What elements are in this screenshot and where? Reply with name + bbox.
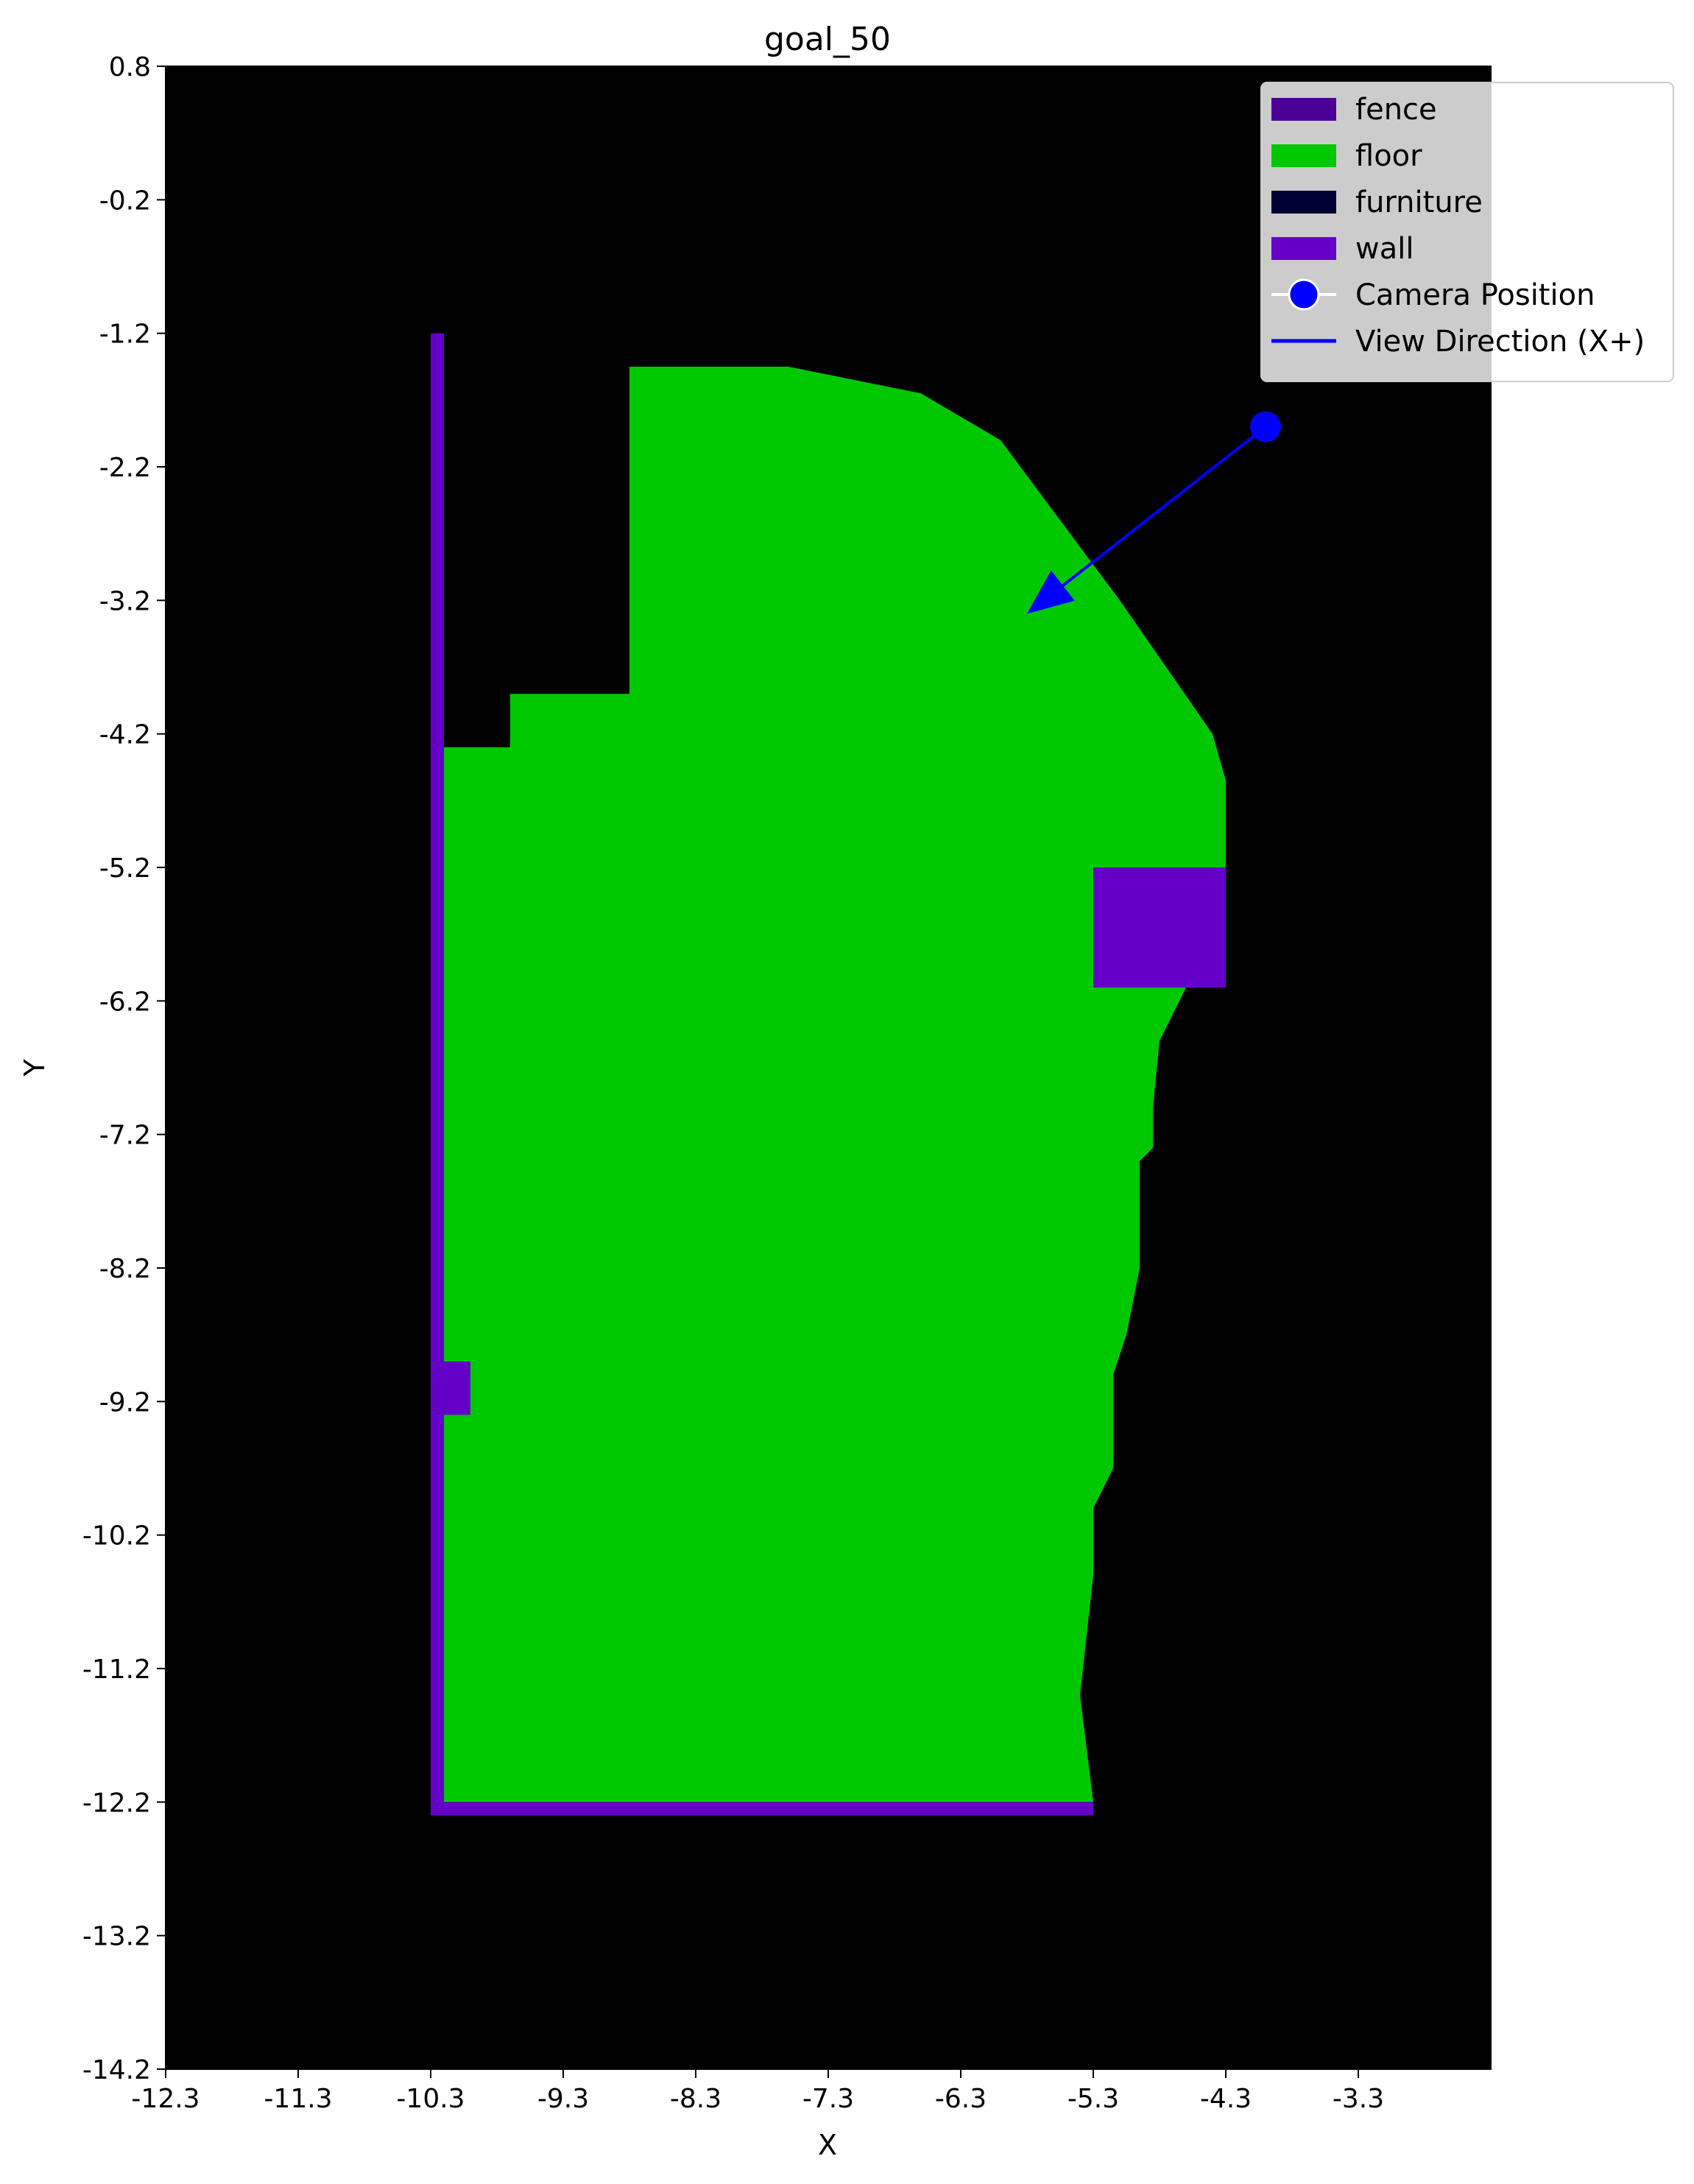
- legend-item: fence: [1271, 93, 1437, 127]
- y-tick-label: -8.2: [99, 1254, 151, 1284]
- x-tick-label: -7.3: [802, 2084, 854, 2114]
- x-tick-label: -4.3: [1200, 2084, 1252, 2114]
- legend-item: View Direction (X+): [1271, 325, 1645, 359]
- y-tick-label: -9.2: [99, 1387, 151, 1417]
- x-tick-label: -11.3: [264, 2084, 332, 2114]
- x-tick-label: -10.3: [396, 2084, 465, 2114]
- legend-label: Camera Position: [1355, 278, 1595, 312]
- legend-swatch: [1271, 191, 1336, 214]
- y-tick-label: -3.2: [99, 586, 151, 616]
- y-tick-label: 0.8: [109, 52, 151, 82]
- legend: fence floor furniture wall Camera Position Vi…: [1260, 82, 1674, 382]
- y-axis: 0.8 -0.2 -1.2 -2.2 -3.2 -4.2 -5.2 -6.2 -7.2 -8.2 -…: [82, 52, 166, 2085]
- x-tick-label: -6.3: [935, 2084, 987, 2114]
- y-axis-label: Y: [18, 1059, 51, 1077]
- y-tick-label: -0.2: [99, 186, 151, 216]
- x-axis: -12.3 -11.3 -10.3 -9.3 -8.3 -7.3 -6.3 -5.3 -4.3 -…: [131, 2069, 1384, 2114]
- y-tick-label: -14.2: [82, 2055, 151, 2085]
- x-tick-label: -3.3: [1333, 2084, 1384, 2114]
- legend-label: wall: [1355, 232, 1414, 266]
- legend-label: View Direction (X+): [1355, 325, 1645, 359]
- x-tick-label: -9.3: [537, 2084, 589, 2114]
- legend-item: furniture: [1271, 186, 1483, 219]
- legend-item: Camera Position: [1271, 278, 1595, 312]
- legend-swatch: [1271, 144, 1336, 167]
- y-tick-label: -7.2: [99, 1121, 151, 1151]
- legend-label: fence: [1355, 93, 1437, 127]
- y-tick-label: -1.2: [99, 320, 151, 350]
- camera-layer: [1027, 411, 1281, 614]
- legend-label: furniture: [1355, 186, 1483, 219]
- y-tick-label: -13.2: [82, 1922, 151, 1952]
- legend-item: floor: [1271, 139, 1422, 173]
- fence-segment: [431, 333, 444, 1803]
- legend-marker: [1288, 278, 1320, 311]
- x-axis-label: X: [818, 2129, 837, 2161]
- view-direction-line: [1062, 426, 1267, 587]
- legend-item: wall: [1271, 232, 1414, 266]
- wall-block: [1093, 867, 1226, 988]
- legend-swatch: [1271, 237, 1336, 260]
- x-tick-label: -5.3: [1067, 2084, 1119, 2114]
- y-tick-label: -4.2: [99, 720, 151, 750]
- plot-area: [165, 66, 1492, 2070]
- legend-label: floor: [1355, 139, 1422, 173]
- x-tick-label: -8.3: [670, 2084, 721, 2114]
- wall-block: [444, 1361, 470, 1415]
- y-tick-label: -12.2: [82, 1788, 151, 1818]
- y-tick-label: -10.2: [82, 1521, 151, 1551]
- view-direction-arrowhead: [1027, 570, 1075, 614]
- y-tick-label: -2.2: [99, 453, 151, 483]
- fence-segment: [431, 1802, 1093, 1816]
- y-tick-label: -11.2: [82, 1655, 151, 1685]
- y-tick-label: -6.2: [99, 987, 151, 1017]
- floor-region: [431, 367, 1226, 1803]
- legend-swatch: [1271, 98, 1336, 121]
- x-tick-label: -12.3: [131, 2084, 200, 2114]
- y-tick-label: -5.2: [99, 853, 151, 884]
- legend-box: [1260, 82, 1674, 382]
- chart-title: goal_50: [764, 21, 891, 58]
- semantic-map: [431, 333, 1226, 1816]
- camera-position-marker: [1250, 411, 1281, 443]
